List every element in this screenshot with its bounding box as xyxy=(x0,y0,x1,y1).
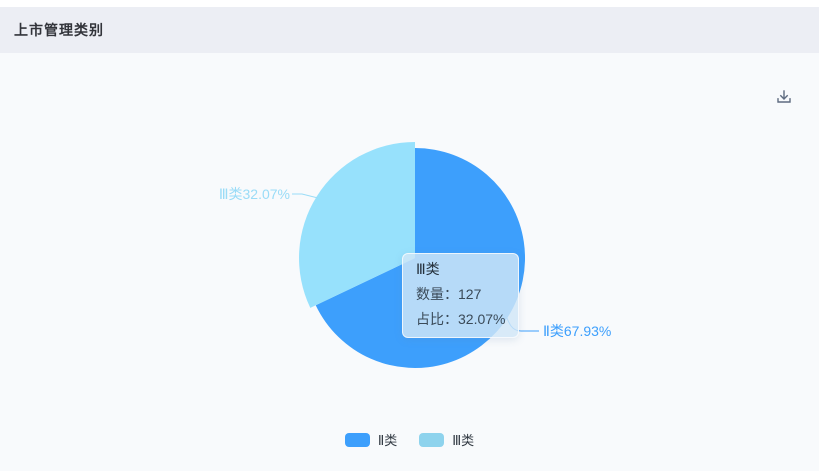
legend-item-0[interactable]: Ⅱ类 xyxy=(344,430,398,449)
legend-swatch xyxy=(419,432,445,447)
tooltip-percent-label: 占比： xyxy=(416,311,458,327)
tooltip-count-value: 127 xyxy=(458,286,482,302)
legend-label: Ⅲ类 xyxy=(452,433,475,448)
card-header: 上市管理类别 xyxy=(0,7,819,53)
download-icon xyxy=(777,90,791,103)
tooltip-title: Ⅲ类 xyxy=(416,261,440,277)
label-line-left xyxy=(292,193,319,199)
tooltip-row-percent: 占比：32.07% xyxy=(416,307,505,332)
legend: Ⅱ类 Ⅲ类 xyxy=(0,430,819,449)
legend-item-1[interactable]: Ⅲ类 xyxy=(419,430,474,449)
download-button[interactable] xyxy=(774,87,794,107)
top-strip xyxy=(0,0,819,7)
pie-label-class3: Ⅲ类32.07% xyxy=(219,186,290,202)
tooltip-count-label: 数量： xyxy=(416,286,458,302)
tooltip: Ⅲ类 数量：127 占比：32.07% xyxy=(402,253,520,338)
page-title: 上市管理类别 xyxy=(14,22,104,38)
pie-label-class2: Ⅱ类67.93% xyxy=(543,323,611,339)
tooltip-percent-value: 32.07% xyxy=(458,311,506,327)
legend-label: Ⅱ类 xyxy=(377,433,398,448)
pie-slice-1[interactable] xyxy=(299,142,415,308)
tooltip-row-count: 数量：127 xyxy=(416,282,505,307)
legend-swatch xyxy=(344,432,370,447)
label-line-class3 xyxy=(292,193,319,199)
